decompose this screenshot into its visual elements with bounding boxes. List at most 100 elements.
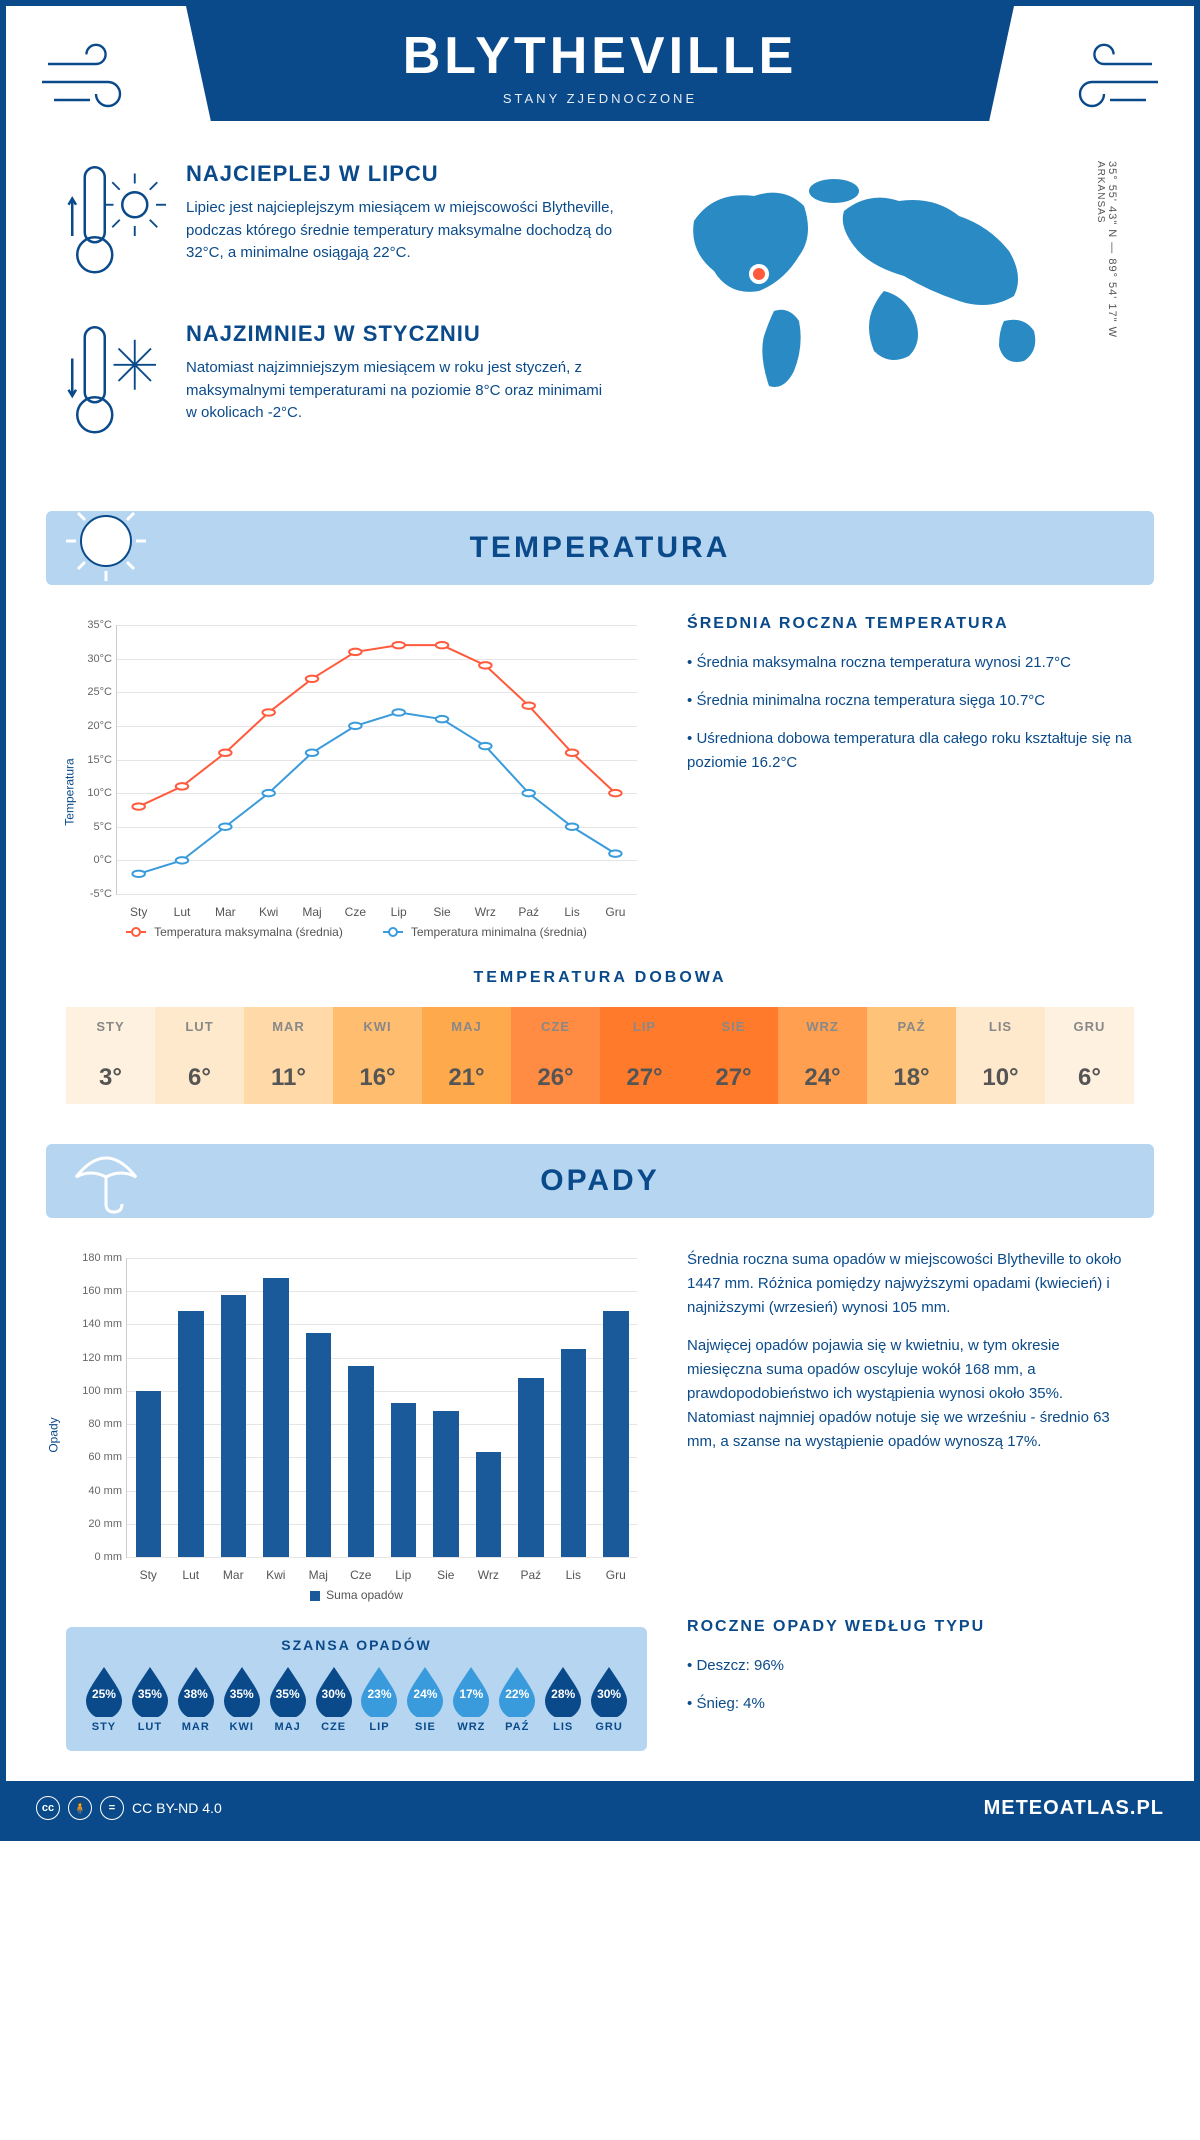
raindrop-icon: 22%	[495, 1665, 539, 1717]
fact-cold: NAJZIMNIEJ W STYCZNIU Natomiast najzimni…	[66, 321, 614, 451]
raindrop-icon: 28%	[541, 1665, 585, 1717]
daily-month-header: MAR	[244, 1007, 333, 1046]
thermometer-hot-icon	[66, 161, 166, 291]
map-pin-icon	[749, 264, 769, 284]
daily-temp-value: 24°	[778, 1046, 867, 1104]
nd-icon: =	[100, 1796, 124, 1820]
rain-chance-item: 23%LIP	[357, 1665, 403, 1733]
xtick: Gru	[606, 1568, 626, 1582]
raindrop-icon: 35%	[220, 1665, 264, 1717]
rain-title: OPADY	[46, 1164, 1154, 1198]
daily-month-header: LIS	[956, 1007, 1045, 1046]
bar	[476, 1452, 502, 1557]
daily-month-header: LUT	[155, 1007, 244, 1046]
ytick: 10°C	[72, 787, 112, 799]
xtick: Lip	[391, 905, 407, 919]
bar	[561, 1349, 587, 1557]
xtick: Cze	[345, 905, 366, 919]
daily-temp-title: TEMPERATURA DOBOWA	[66, 969, 1134, 987]
ytick: 35°C	[72, 619, 112, 631]
daily-temp-value: 21°	[422, 1046, 511, 1104]
raindrop-icon: 25%	[82, 1665, 126, 1717]
xtick: Gru	[605, 905, 625, 919]
world-map	[654, 161, 1084, 401]
xtick: Mar	[215, 905, 236, 919]
rain-chance-item: 28%LIS	[540, 1665, 586, 1733]
footer-brand: METEOATLAS.PL	[984, 1797, 1164, 1820]
ytick: 20 mm	[72, 1518, 122, 1530]
bar	[263, 1278, 289, 1557]
bar	[518, 1378, 544, 1557]
xtick: Paź	[520, 1568, 541, 1582]
fact-hot-text: Lipiec jest najcieplejszym miesiącem w m…	[186, 197, 614, 265]
daily-temp-section: TEMPERATURA DOBOWA STYLUTMARKWIMAJCZELIP…	[6, 969, 1194, 1144]
xtick: Lut	[182, 1568, 199, 1582]
raindrop-icon: 17%	[449, 1665, 493, 1717]
temp-bullet: • Średnia maksymalna roczna temperatura …	[687, 651, 1134, 675]
rain-banner: OPADY	[46, 1144, 1154, 1218]
umbrella-icon	[61, 1129, 151, 1219]
cc-license: cc 🧍 = CC BY-ND 4.0	[36, 1796, 222, 1820]
wind-icon	[36, 36, 156, 116]
xtick: Lip	[395, 1568, 411, 1582]
ytick: 5°C	[72, 821, 112, 833]
ytick: 20°C	[72, 720, 112, 732]
daily-temp-value: 26°	[511, 1046, 600, 1104]
bar	[221, 1295, 247, 1557]
ytick: 0 mm	[72, 1551, 122, 1563]
cc-text: CC BY-ND 4.0	[132, 1800, 222, 1816]
temp-bullet: • Uśredniona dobowa temperatura dla całe…	[687, 727, 1134, 775]
xtick: Lis	[566, 1568, 581, 1582]
bar	[391, 1403, 417, 1557]
wind-icon	[1044, 36, 1164, 116]
rain-bar-chart: Opady 0 mm20 mm40 mm60 mm80 mm100 mm120 …	[66, 1248, 647, 1608]
thermometer-cold-icon	[66, 321, 166, 451]
raindrop-icon: 24%	[403, 1665, 447, 1717]
ytick: -5°C	[72, 888, 112, 900]
temp-side-title: ŚREDNIA ROCZNA TEMPERATURA	[687, 615, 1134, 633]
raindrop-icon: 38%	[174, 1665, 218, 1717]
ytick: 120 mm	[72, 1352, 122, 1364]
ytick: 140 mm	[72, 1318, 122, 1330]
daily-month-header: CZE	[511, 1007, 600, 1046]
map-coords: 35° 55' 43" N — 89° 54' 17" W ARKANSAS	[1084, 161, 1118, 481]
rain-chance-item: 17%WRZ	[448, 1665, 494, 1733]
rain-chance-item: 35%LUT	[127, 1665, 173, 1733]
daily-month-header: MAJ	[422, 1007, 511, 1046]
raindrop-icon: 35%	[128, 1665, 172, 1717]
rain-chance-panel: SZANSA OPADÓW 25%STY35%LUT38%MAR35%KWI35…	[66, 1627, 647, 1751]
daily-temp-value: 27°	[689, 1046, 778, 1104]
ytick: 0°C	[72, 854, 112, 866]
rain-ylabel: Opady	[47, 1417, 61, 1452]
header-banner: BLYTHEVILLE STANY ZJEDNOCZONE	[186, 6, 1014, 121]
daily-temp-value: 11°	[244, 1046, 333, 1104]
raindrop-icon: 30%	[312, 1665, 356, 1717]
xtick: Maj	[309, 1568, 328, 1582]
rain-type-title: ROCZNE OPADY WEDŁUG TYPU	[687, 1618, 1134, 1636]
raindrop-icon: 35%	[266, 1665, 310, 1717]
bar	[433, 1411, 459, 1557]
daily-temp-value: 27°	[600, 1046, 689, 1104]
xtick: Wrz	[475, 905, 496, 919]
bar	[178, 1311, 204, 1557]
country-name: STANY ZJEDNOCZONE	[186, 91, 1014, 106]
daily-temp-value: 18°	[867, 1046, 956, 1104]
rain-para-2: Najwięcej opadów pojawia się w kwietniu,…	[687, 1334, 1134, 1454]
rain-chance-item: 22%PAŹ	[494, 1665, 540, 1733]
daily-month-header: KWI	[333, 1007, 422, 1046]
daily-temp-value: 3°	[66, 1046, 155, 1104]
temp-banner: TEMPERATURA	[46, 511, 1154, 585]
daily-temp-value: 6°	[1045, 1046, 1134, 1104]
xtick: Lis	[564, 905, 579, 919]
xtick: Wrz	[478, 1568, 499, 1582]
xtick: Lut	[174, 905, 191, 919]
cc-icon: cc	[36, 1796, 60, 1820]
fact-hot-title: NAJCIEPLEJ W LIPCU	[186, 161, 614, 187]
fact-cold-title: NAJZIMNIEJ W STYCZNIU	[186, 321, 614, 347]
raindrop-icon: 23%	[357, 1665, 401, 1717]
xtick: Sty	[140, 1568, 157, 1582]
rain-chance-item: 38%MAR	[173, 1665, 219, 1733]
xtick: Sie	[437, 1568, 454, 1582]
daily-month-header: WRZ	[778, 1007, 867, 1046]
bar	[306, 1333, 332, 1557]
